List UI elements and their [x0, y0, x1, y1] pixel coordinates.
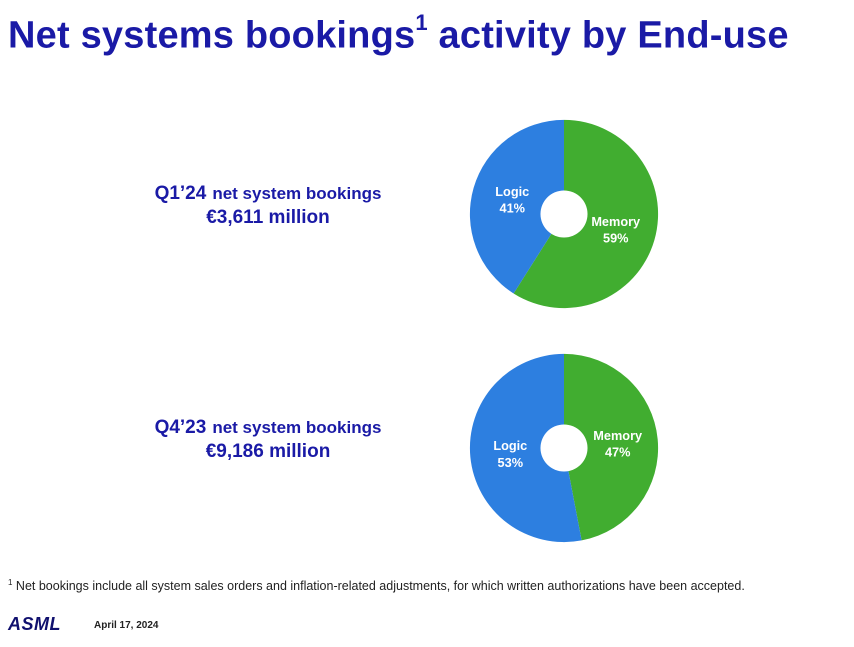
slice-value-label-logic: 53%	[498, 455, 524, 470]
donut-hole	[540, 190, 588, 238]
slice-value-label-memory: 59%	[603, 231, 629, 246]
quarter-label: Q1’24	[154, 183, 207, 204]
bookings-amount: €9,186 million	[205, 441, 331, 462]
pie-slice-logic	[469, 119, 564, 294]
footnote-text: Net bookings include all system sales or…	[12, 579, 745, 594]
footnote: 1 Net bookings include all system sales …	[8, 578, 745, 593]
q4-23-end-use-donut-chart: Memory 47% Logic 53%	[469, 353, 659, 543]
slice-name-label-memory: Memory	[593, 428, 643, 443]
bookings-caption: net system bookings	[212, 418, 382, 437]
asml-logo: ASML	[8, 614, 61, 634]
presentation-date: April 17, 2024	[94, 620, 159, 631]
title-footnote-mark: 1	[415, 10, 428, 35]
bookings-caption: net system bookings	[212, 184, 382, 203]
q1-24-bookings-label: Q1’24 net system bookings €3,611 million	[118, 183, 418, 229]
pie-slice-memory	[564, 353, 659, 541]
title-text: Net systems bookings	[8, 14, 416, 57]
slice-value-label-memory: 47%	[605, 445, 631, 460]
q1-24-end-use-donut-chart: Memory 59% Logic 41%	[469, 119, 659, 309]
title-suffix: activity by End-use	[427, 14, 789, 57]
slice-value-label-logic: 41%	[500, 201, 525, 216]
bookings-amount: €3,611 million	[206, 207, 330, 228]
page-title: Net systems bookings1 activity by End-us…	[8, 10, 789, 58]
quarter-label: Q4’23	[154, 417, 207, 438]
q4-23-bookings-label: Q4’23 net system bookings €9,186 million	[118, 417, 418, 463]
footnote-mark: 1	[8, 578, 13, 587]
slice-name-label-logic: Logic	[493, 438, 527, 453]
pie-slice-logic	[469, 353, 582, 543]
donut-hole	[540, 424, 588, 472]
slice-name-label-memory: Memory	[591, 214, 641, 229]
slice-name-label-logic: Logic	[495, 184, 529, 199]
